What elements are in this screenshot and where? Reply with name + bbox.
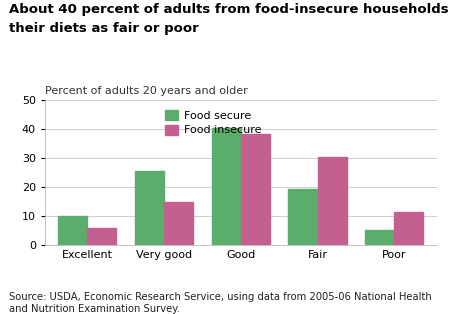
Bar (87, 228, 117, 245)
Bar (288, 189, 318, 245)
Bar (212, 128, 241, 245)
Bar (241, 134, 270, 245)
Bar (164, 202, 193, 245)
Text: Percent of adults 20 years and older: Percent of adults 20 years and older (45, 86, 248, 96)
Bar (135, 171, 164, 245)
Text: About 40 percent of adults from food-insecure households assessed: About 40 percent of adults from food-ins… (9, 3, 450, 16)
Bar (58, 216, 87, 245)
Bar (318, 157, 346, 245)
Text: Source: USDA, Economic Research Service, using data from 2005-06 National Health: Source: USDA, Economic Research Service,… (9, 292, 432, 314)
Legend: Food secure, Food insecure: Food secure, Food insecure (160, 106, 266, 140)
Bar (365, 230, 394, 245)
Text: their diets as fair or poor: their diets as fair or poor (9, 22, 199, 35)
Bar (394, 212, 423, 245)
